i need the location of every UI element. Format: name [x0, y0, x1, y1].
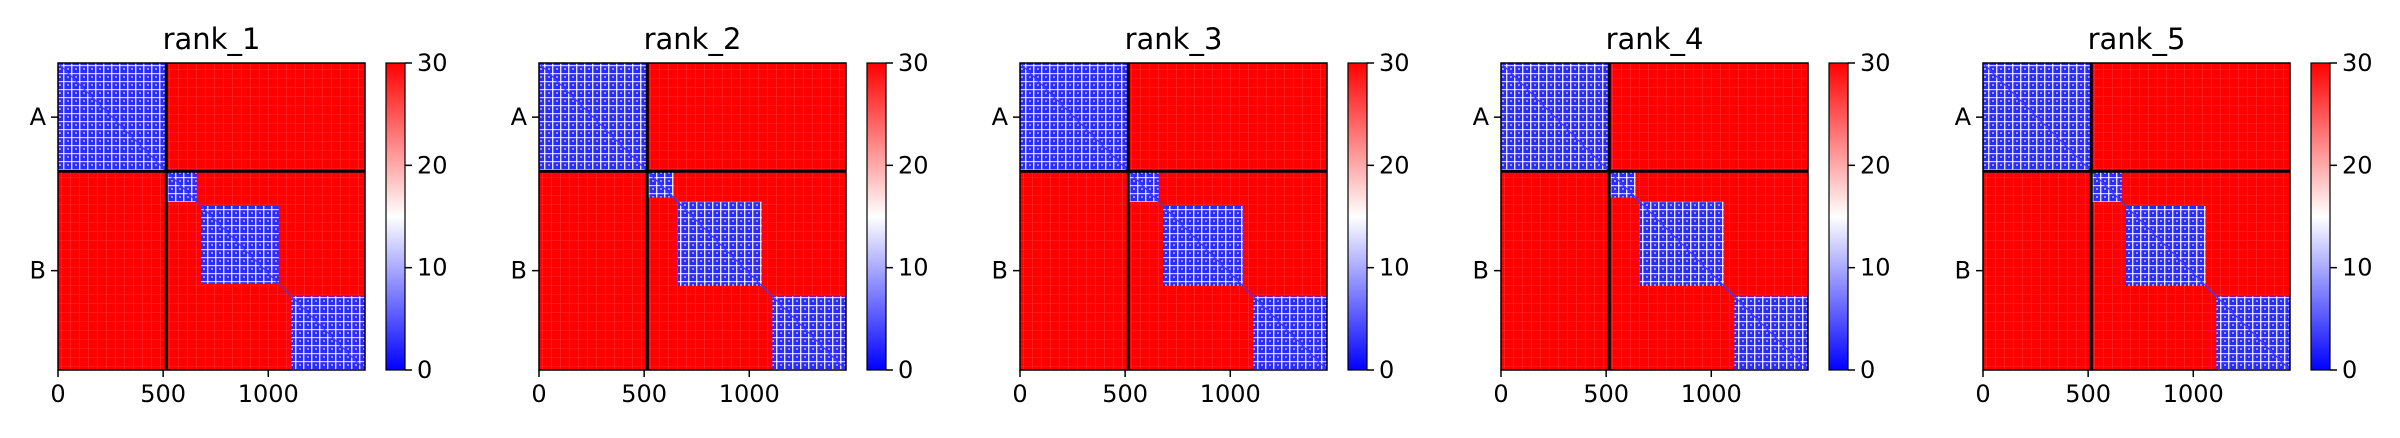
axes-frame — [1019, 62, 1328, 371]
panel-rank_1: rank_1 0 500 1000 A B 0 10 20 30 — [30, 22, 448, 408]
y-tick-label: B — [1473, 257, 1489, 285]
heatmap-diagonal — [1019, 62, 1328, 371]
colorbar-tick-label: 10 — [1379, 254, 1410, 282]
y-tick-label: B — [511, 257, 527, 285]
x-tick-label: 0 — [531, 380, 546, 408]
colorbar: 0 10 20 30 — [866, 49, 929, 384]
panel-title: rank_4 — [1606, 22, 1704, 56]
colorbar-tick-label: 0 — [2342, 356, 2357, 384]
y-tick-label: A — [992, 103, 1009, 131]
colorbar: 0 10 20 30 — [1347, 49, 1410, 384]
colorbar-gradient — [1828, 62, 1849, 371]
y-tick-label: A — [1955, 103, 1972, 131]
colorbar-tick-label: 10 — [417, 254, 448, 282]
colorbar: 0 10 20 30 — [2310, 49, 2373, 384]
colorbar-tick-label: 0 — [417, 356, 432, 384]
y-tick-label: B — [30, 257, 46, 285]
panel-rank_3: rank_3 0 500 1000 A B 0 10 20 30 — [992, 22, 1410, 408]
panel-title: rank_1 — [163, 22, 261, 56]
x-tick-label: 500 — [140, 380, 186, 408]
x-tick-label: 1000 — [1200, 380, 1261, 408]
panel-rank_4: rank_4 0 500 1000 A B 0 10 20 30 — [1473, 22, 1891, 408]
axes-frame — [538, 62, 847, 371]
colorbar-tick-label: 0 — [898, 356, 913, 384]
axes-frame — [1500, 62, 1809, 371]
colorbar-tick-label: 30 — [417, 49, 448, 77]
colorbar-tick-label: 10 — [1860, 254, 1891, 282]
y-tick-label: A — [1473, 103, 1490, 131]
y-tick-label: B — [1955, 257, 1971, 285]
colorbar-gradient — [385, 62, 406, 371]
x-tick-label: 0 — [1012, 380, 1027, 408]
colorbar-gradient — [1347, 62, 1368, 371]
colorbar-gradient — [2310, 62, 2331, 371]
colorbar-tick-label: 30 — [2342, 49, 2373, 77]
panel-rank_5: rank_5 0 500 1000 A B 0 10 20 30 — [1955, 22, 2373, 408]
heatmap-diagonal — [1500, 62, 1809, 371]
panel-rank_2: rank_2 0 500 1000 A B 0 10 20 30 — [511, 22, 929, 408]
colorbar-tick-label: 30 — [1379, 49, 1410, 77]
x-tick-label: 500 — [621, 380, 667, 408]
panel-title: rank_5 — [2088, 22, 2186, 56]
y-tick-label: B — [992, 257, 1008, 285]
colorbar-tick-label: 0 — [1379, 356, 1394, 384]
x-tick-label: 0 — [50, 380, 65, 408]
x-tick-label: 500 — [2065, 380, 2111, 408]
x-tick-label: 1000 — [719, 380, 780, 408]
axes-frame — [57, 62, 366, 371]
heatmap-diagonal — [57, 62, 366, 371]
x-tick-label: 1000 — [238, 380, 299, 408]
x-tick-label: 1000 — [2163, 380, 2224, 408]
colorbar-tick-label: 10 — [898, 254, 929, 282]
heatmap-diagonal — [538, 62, 847, 371]
y-tick-label: A — [30, 103, 47, 131]
colorbar-gradient — [866, 62, 887, 371]
colorbar-tick-label: 20 — [1379, 151, 1410, 179]
colorbar-tick-label: 30 — [1860, 49, 1891, 77]
colorbar-tick-label: 20 — [2342, 151, 2373, 179]
x-tick-label: 500 — [1583, 380, 1629, 408]
colorbar: 0 10 20 30 — [385, 49, 448, 384]
colorbar-tick-label: 0 — [1860, 356, 1875, 384]
x-tick-label: 500 — [1102, 380, 1148, 408]
panel-title: rank_3 — [1125, 22, 1223, 56]
y-tick-label: A — [511, 103, 528, 131]
x-tick-label: 0 — [1493, 380, 1508, 408]
colorbar-tick-label: 20 — [1860, 151, 1891, 179]
colorbar-tick-label: 10 — [2342, 254, 2373, 282]
panel-title: rank_2 — [644, 22, 742, 56]
colorbar-tick-label: 20 — [898, 151, 929, 179]
colorbar-tick-label: 20 — [417, 151, 448, 179]
heatmap-diagonal — [1982, 62, 2291, 371]
x-tick-label: 0 — [1975, 380, 1990, 408]
x-tick-label: 1000 — [1681, 380, 1742, 408]
colorbar-tick-label: 30 — [898, 49, 929, 77]
axes-frame — [1982, 62, 2291, 371]
colorbar: 0 10 20 30 — [1828, 49, 1891, 384]
